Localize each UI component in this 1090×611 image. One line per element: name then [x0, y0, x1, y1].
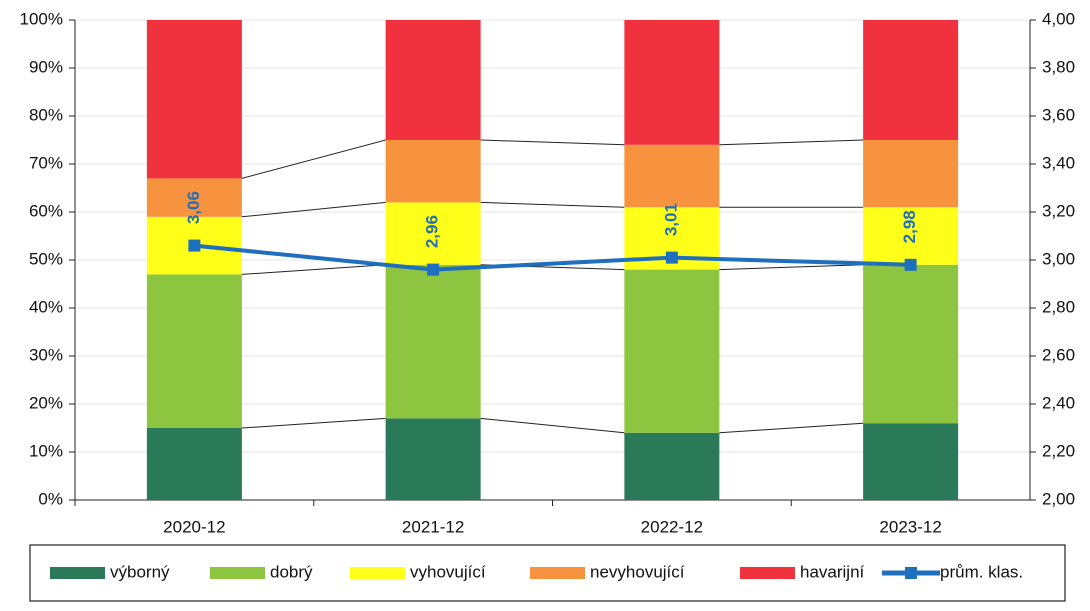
- bar-segment: [863, 264, 959, 424]
- legend-label: prům. klas.: [940, 562, 1023, 581]
- bar-segment: [146, 178, 242, 217]
- bar-segment: [385, 418, 481, 500]
- y2-tick-label: 2,80: [1042, 297, 1075, 316]
- connector-line: [480, 201, 625, 208]
- y-tick-label: 80%: [29, 105, 63, 124]
- legend-box: [29, 544, 1066, 602]
- bar-segment: [863, 207, 959, 265]
- bar-segment: [146, 20, 242, 179]
- connector-line: [719, 422, 864, 434]
- connector-line: [480, 417, 625, 434]
- y2-tick-label: 2,40: [1042, 393, 1075, 412]
- legend-label: výborný: [110, 562, 170, 581]
- bar-segment: [863, 423, 959, 500]
- line-marker: [188, 239, 201, 252]
- line-marker: [665, 251, 678, 264]
- legend-swatch: [350, 567, 405, 579]
- connector-line: [480, 139, 625, 146]
- line-marker: [427, 263, 440, 276]
- bar-segment: [624, 144, 720, 208]
- bar-segment: [624, 269, 720, 433]
- y2-tick-label: 3,00: [1042, 249, 1075, 268]
- y-tick-label: 40%: [29, 297, 63, 316]
- line-marker: [904, 258, 917, 271]
- connector-line: [241, 201, 386, 218]
- bar-segment: [385, 140, 481, 203]
- y2-tick-label: 2,60: [1042, 345, 1075, 364]
- legend-swatch: [530, 567, 585, 579]
- connector-line: [241, 417, 386, 429]
- bar-segment: [863, 20, 959, 140]
- y-tick-label: 10%: [29, 441, 63, 460]
- legend-label: nevyhovující: [590, 562, 685, 581]
- connector-line: [241, 264, 386, 275]
- legend-label: dobrý: [270, 562, 313, 581]
- y-tick-label: 70%: [29, 153, 63, 172]
- y2-tick-label: 2,20: [1042, 441, 1075, 460]
- y-tick-label: 50%: [29, 249, 63, 268]
- data-label: 2,96: [423, 215, 442, 248]
- y-tick-label: 0%: [38, 489, 63, 508]
- series-line: [194, 243, 911, 272]
- y2-tick-label: 4,00: [1042, 9, 1075, 28]
- y-tick-label: 90%: [29, 57, 63, 76]
- bar-segment: [146, 274, 242, 428]
- data-label: 3,01: [661, 203, 680, 236]
- bar-segment: [385, 20, 481, 140]
- y-tick-label: 100%: [20, 9, 63, 28]
- bar-segment: [385, 202, 481, 265]
- connector-line: [719, 264, 864, 271]
- legend-label: havarijní: [800, 562, 865, 581]
- bar-segment: [624, 20, 720, 145]
- x-tick-label: 2022-12: [641, 517, 703, 536]
- connector-line: [241, 139, 386, 179]
- bar-segment: [863, 140, 959, 208]
- bar-segment: [624, 432, 720, 500]
- legend-label: vyhovující: [410, 562, 486, 581]
- y2-tick-label: 2,00: [1042, 489, 1075, 508]
- y2-tick-label: 3,20: [1042, 201, 1075, 220]
- legend-swatch: [50, 567, 105, 579]
- legend-swatch: [210, 567, 265, 579]
- connector-line: [719, 139, 864, 146]
- y2-tick-label: 3,40: [1042, 153, 1075, 172]
- y-tick-label: 60%: [29, 201, 63, 220]
- legend-swatch: [740, 567, 795, 579]
- data-label: 2,98: [900, 210, 919, 243]
- bar-segment: [385, 264, 481, 419]
- legend-swatch: [905, 567, 917, 579]
- x-tick-label: 2021-12: [402, 517, 464, 536]
- y-tick-label: 30%: [29, 345, 63, 364]
- bar-segment: [146, 428, 242, 500]
- data-label: 3,06: [184, 191, 203, 224]
- x-tick-label: 2023-12: [879, 517, 941, 536]
- y2-tick-label: 3,80: [1042, 57, 1075, 76]
- x-tick-label: 2020-12: [163, 517, 225, 536]
- y2-tick-label: 3,60: [1042, 105, 1075, 124]
- y-tick-label: 20%: [29, 393, 63, 412]
